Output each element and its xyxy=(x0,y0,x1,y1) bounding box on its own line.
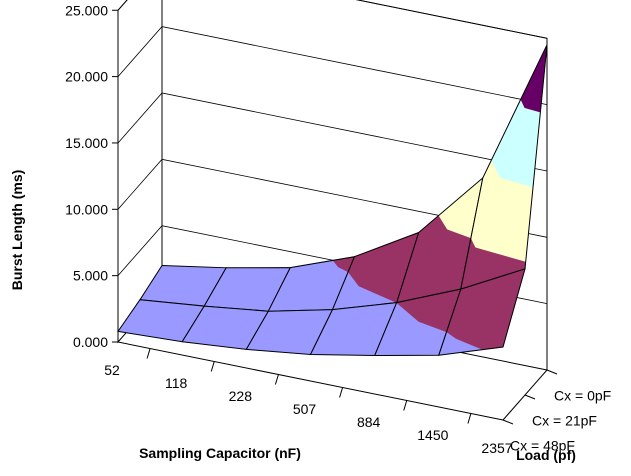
x-tick-label: 1450 xyxy=(417,427,448,443)
x-tick-label: 507 xyxy=(293,401,317,417)
gridline xyxy=(117,0,548,39)
x-tick xyxy=(210,361,215,372)
y-tick-label: Cx = 48pF xyxy=(510,438,575,454)
z-tick-label: 15.000 xyxy=(65,135,108,151)
z-tick-label: 20.000 xyxy=(65,69,108,85)
z-tick-label: 5.000 xyxy=(73,268,108,284)
y-tick xyxy=(524,394,536,400)
x-tick xyxy=(146,348,151,359)
x-tick-label: 884 xyxy=(357,414,381,430)
surface-cell-outline xyxy=(438,268,526,356)
x-axis-line xyxy=(117,341,504,421)
x-tick-label: 228 xyxy=(229,388,253,404)
gridline xyxy=(117,158,548,238)
z-tick-label: 0.000 xyxy=(73,334,108,350)
z-tick-label: 25.000 xyxy=(65,2,108,18)
x-axis-title: Sampling Capacitor (nF) xyxy=(139,445,301,461)
chart-labels: 0.000 5.000 10.000 15.000 20.000 25.000 52 118 2… xyxy=(65,2,611,456)
gridline xyxy=(117,92,548,172)
x-tick xyxy=(339,387,344,398)
z-axis-title: Burst Length (ms) xyxy=(9,170,25,291)
y-tick-label: Cx = 21pF xyxy=(532,413,597,429)
x-tick-label: 2357 xyxy=(481,440,512,456)
x-tick xyxy=(403,400,408,411)
y-tick xyxy=(546,369,558,375)
x-tick-label: 52 xyxy=(104,362,120,378)
x-tick xyxy=(274,374,279,385)
x-tick-label: 118 xyxy=(165,375,188,391)
x-tick xyxy=(467,413,472,424)
gridline xyxy=(117,26,548,105)
y-tick xyxy=(502,419,514,425)
y-tick-label: Cx = 0pF xyxy=(554,388,611,404)
z-tick-label: 10.000 xyxy=(65,201,108,217)
y-axis-title: Load (pf) xyxy=(516,447,576,463)
chart-axes xyxy=(112,9,558,425)
surface-plot xyxy=(117,44,548,357)
